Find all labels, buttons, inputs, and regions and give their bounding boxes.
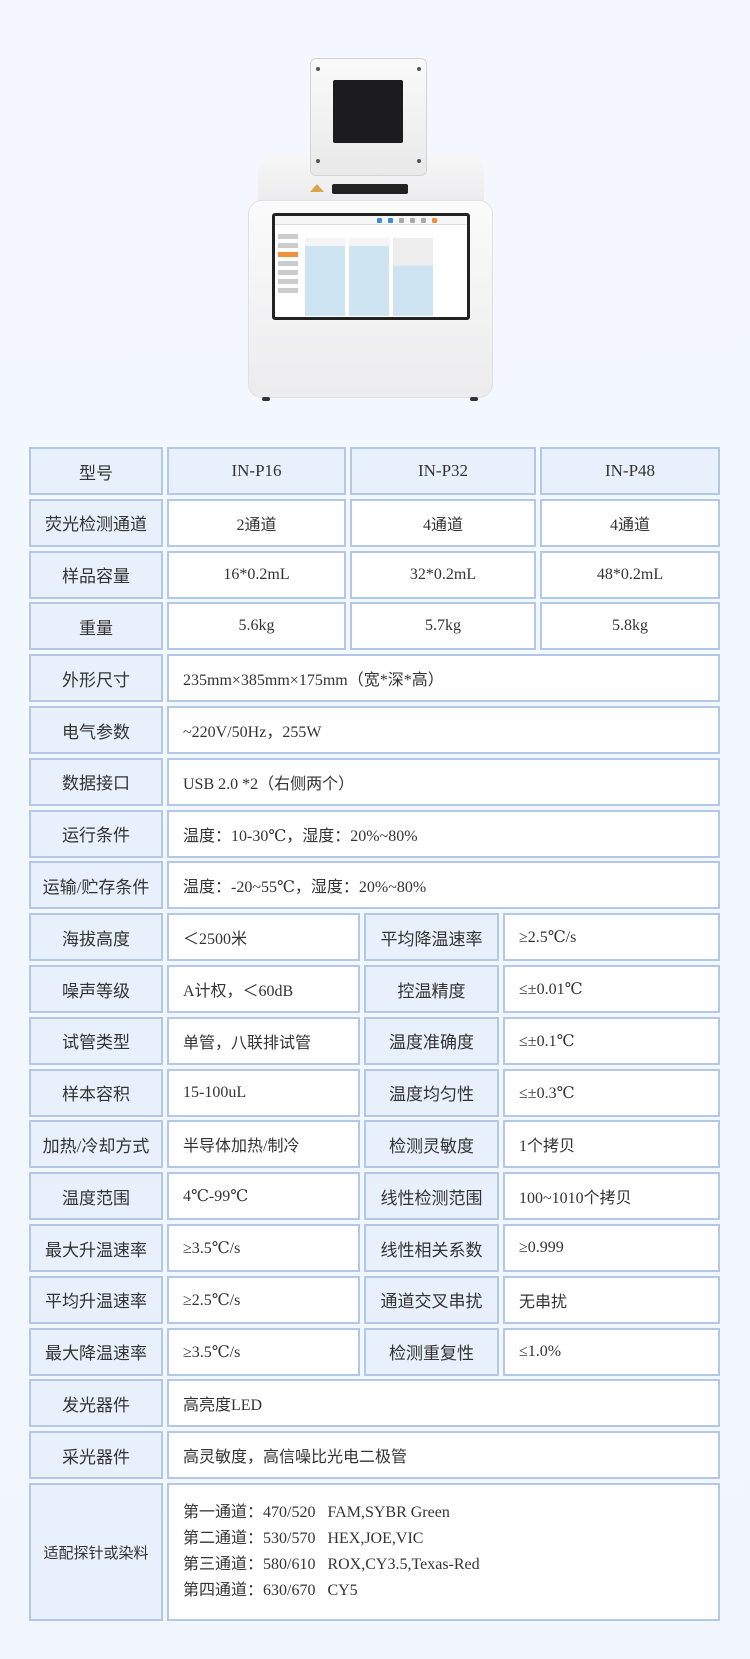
row-label: 运行条件 [29,809,163,858]
row-label: 检测灵敏度 [364,1120,499,1169]
dye-channel: 第一通道：470/520 FAM,SYBR Green [183,1504,450,1521]
row-label: 试管类型 [29,1016,163,1065]
dye-channel: 第四通道：630/670 CY5 [183,1582,358,1599]
table-row: 运行条件 温度：10-30℃，湿度：20%~80% [29,809,720,858]
row-value: ≥3.5℃/s [167,1327,360,1376]
row-value: 温度：10-30℃，湿度：20%~80% [167,809,720,858]
row-value: 单管，八联排试管 [167,1016,360,1065]
dye-list: 第一通道：470/520 FAM,SYBR Green 第二通道：530/570 … [167,1483,720,1621]
row-label: 温度均匀性 [364,1068,499,1117]
row-label: 最大降温速率 [29,1327,163,1376]
table-row: 采光器件 高灵敏度，高信噪比光电二极管 [29,1431,720,1480]
table-row: 样品容量 16*0.2mL 32*0.2mL 48*0.2mL [29,550,720,599]
row-label: 平均升温速率 [29,1275,163,1324]
row-label: 外形尺寸 [29,654,163,703]
table-row: 运输/贮存条件 温度：-20~55℃，湿度：20%~80% [29,861,720,910]
table-row: 发光器件 高亮度LED [29,1379,720,1428]
row-value: 温度：-20~55℃，湿度：20%~80% [167,861,720,910]
instrument-lid [310,58,427,176]
row-label: 样本容积 [29,1068,163,1117]
warning-icon [310,184,324,192]
row-label: 重量 [29,602,163,651]
row-value: ≤±0.3℃ [503,1068,720,1117]
table-row: 电气参数 ~220V/50Hz，255W [29,706,720,754]
row-value: 32*0.2mL [350,550,536,599]
header-model: IN-P16 [167,447,346,495]
table-row: 外形尺寸 235mm×385mm×175mm（宽*深*高） [29,654,720,703]
row-label: 线性相关系数 [364,1224,499,1272]
row-label: 采光器件 [29,1431,163,1480]
row-label: 样品容量 [29,550,163,599]
dye-channel: 第二通道：530/570 HEX,JOE,VIC [183,1530,424,1547]
touch-screen [272,213,470,320]
row-label: 运输/贮存条件 [29,861,163,910]
row-value: ≤±0.1℃ [503,1016,720,1065]
table-row: 荧光检测通道 2通道 4通道 4通道 [29,498,720,547]
row-label: 检测重复性 [364,1327,499,1376]
row-label: 电气参数 [29,706,163,754]
row-label: 通道交叉串扰 [364,1275,499,1324]
row-label: 控温精度 [364,965,499,1013]
row-label: 发光器件 [29,1379,163,1428]
table-row: 加热/冷却方式 半导体加热/制冷 检测灵敏度 1个拷贝 [29,1120,720,1169]
header-label: 型号 [29,447,163,495]
row-value: 16*0.2mL [167,550,346,599]
row-value: 48*0.2mL [540,550,720,599]
table-row: 重量 5.6kg 5.7kg 5.8kg [29,602,720,651]
row-value: USB 2.0 *2（右侧两个） [167,757,720,806]
row-value: 2通道 [167,498,346,547]
row-value: 5.7kg [350,602,536,651]
row-value: ≥2.5℃/s [503,913,720,962]
table-row: 噪声等级 A计权，＜60dB 控温精度 ≤±0.01℃ [29,965,720,1013]
row-value: ≥2.5℃/s [167,1275,360,1324]
row-value: A计权，＜60dB [167,965,360,1013]
row-value: ≤±0.01℃ [503,965,720,1013]
row-value: 无串扰 [503,1275,720,1324]
product-image [0,0,750,420]
row-label: 数据接口 [29,757,163,806]
row-value: 1个拷贝 [503,1120,720,1169]
header-model: IN-P32 [350,447,536,495]
row-label: 线性检测范围 [364,1172,499,1221]
row-value: 235mm×385mm×175mm（宽*深*高） [167,654,720,703]
row-value: 4℃-99℃ [167,1172,360,1221]
table-header-row: 型号 IN-P16 IN-P32 IN-P48 [29,447,720,495]
row-label: 荧光检测通道 [29,498,163,547]
row-label: 海拔高度 [29,913,163,962]
table-row: 温度范围 4℃-99℃ 线性检测范围 100~1010个拷贝 [29,1172,720,1221]
row-label: 温度准确度 [364,1016,499,1065]
table-row-dyes: 适配探针或染料 第一通道：470/520 FAM,SYBR Green 第二通道：5… [29,1483,720,1621]
row-value: 5.8kg [540,602,720,651]
row-value: 100~1010个拷贝 [503,1172,720,1221]
row-value: ≥3.5℃/s [167,1224,360,1272]
table-row: 平均升温速率 ≥2.5℃/s 通道交叉串扰 无串扰 [29,1275,720,1324]
row-label: 平均降温速率 [364,913,499,962]
table-row: 海拔高度 ＜2500米 平均降温速率 ≥2.5℃/s [29,913,720,962]
row-value: ≥0.999 [503,1224,720,1272]
row-value: 高亮度LED [167,1379,720,1428]
table-row: 最大升温速率 ≥3.5℃/s 线性相关系数 ≥0.999 [29,1224,720,1272]
row-value: 15-100uL [167,1068,360,1117]
header-model: IN-P48 [540,447,720,495]
row-label: 噪声等级 [29,965,163,1013]
row-value: 4通道 [350,498,536,547]
row-value: 半导体加热/制冷 [167,1120,360,1169]
row-value: ≤1.0% [503,1327,720,1376]
table-row: 数据接口 USB 2.0 *2（右侧两个） [29,757,720,806]
row-label: 加热/冷却方式 [29,1120,163,1169]
row-value: 4通道 [540,498,720,547]
row-label: 适配探针或染料 [29,1483,163,1621]
row-label: 最大升温速率 [29,1224,163,1272]
table-row: 最大降温速率 ≥3.5℃/s 检测重复性 ≤1.0% [29,1327,720,1376]
row-value: 高灵敏度，高信噪比光电二极管 [167,1431,720,1480]
dye-channel: 第三通道：580/610 ROX,CY3.5,Texas-Red [183,1556,480,1573]
table-row: 试管类型 单管，八联排试管 温度准确度 ≤±0.1℃ [29,1016,720,1065]
sample-slot [332,184,408,194]
row-value: ＜2500米 [167,913,360,962]
row-label: 温度范围 [29,1172,163,1221]
table-row: 样本容积 15-100uL 温度均匀性 ≤±0.3℃ [29,1068,720,1117]
row-value: ~220V/50Hz，255W [167,706,720,754]
row-value: 5.6kg [167,602,346,651]
